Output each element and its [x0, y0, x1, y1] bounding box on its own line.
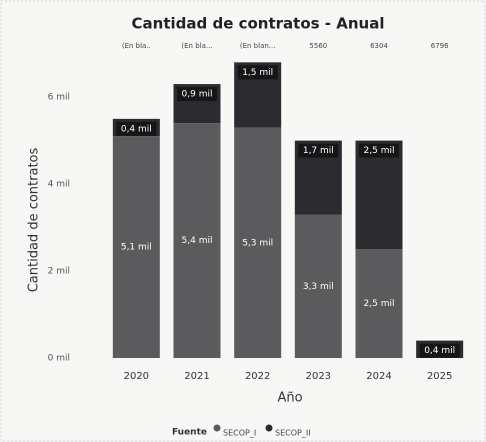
bar-segment — [355, 140, 403, 250]
legend-label: SECOP_I — [223, 429, 256, 438]
label-bg — [177, 87, 217, 102]
label-bg — [419, 343, 460, 358]
top-label: 5560 — [309, 42, 327, 50]
legend-label: SECOP_II — [275, 429, 311, 438]
legend-title: Fuente — [172, 428, 207, 438]
top-label: 6796 — [431, 42, 449, 50]
y-tick-label: 6 mil — [48, 93, 70, 103]
data-label: 0,9 mil — [182, 90, 213, 100]
y-tick-label: 4 mil — [48, 180, 70, 190]
bar-segment — [173, 123, 221, 358]
legend-swatch — [213, 424, 221, 432]
label-bg — [298, 143, 339, 158]
data-label: 5,1 mil — [121, 243, 152, 253]
data-label: 2,5 mil — [364, 146, 395, 156]
data-label: 1,5 mil — [242, 68, 273, 78]
bar-segment — [355, 249, 403, 358]
label-bg — [116, 121, 157, 136]
label-bg — [359, 143, 399, 158]
top-label: 6304 — [370, 42, 388, 50]
x-tick-label: 2025 — [427, 371, 452, 382]
data-label: 0,4 mil — [424, 346, 455, 356]
y-axis-label: Cantidad de contratos — [27, 148, 42, 293]
data-label: 1,7 mil — [303, 146, 334, 156]
x-tick-label: 2024 — [366, 371, 391, 382]
top-label: (En bla... — [181, 42, 212, 50]
bar-segment — [112, 136, 160, 358]
x-axis-label: Año — [277, 391, 302, 406]
x-tick-label: 2022 — [245, 371, 270, 382]
data-label: 3,3 mil — [303, 282, 334, 292]
x-tick-label: 2021 — [184, 371, 209, 382]
legend-swatch — [265, 424, 273, 432]
y-tick-label: 2 mil — [48, 267, 70, 277]
label-bg — [237, 65, 278, 80]
bar-segment — [294, 214, 342, 358]
data-label: 2,5 mil — [364, 299, 395, 309]
x-tick-label: 2020 — [124, 371, 149, 382]
data-label: 5,4 mil — [182, 236, 213, 246]
y-tick-label: 0 mil — [48, 354, 70, 364]
chart-title: Cantidad de contratos - Anual — [132, 15, 385, 33]
x-tick-label: 2023 — [306, 371, 331, 382]
data-label: 5,3 mil — [242, 238, 273, 248]
top-label: (En bla.. — [122, 42, 151, 50]
data-label: 0,4 mil — [121, 124, 152, 134]
bar-segment — [234, 127, 282, 358]
top-label: (En blan... — [240, 42, 276, 50]
